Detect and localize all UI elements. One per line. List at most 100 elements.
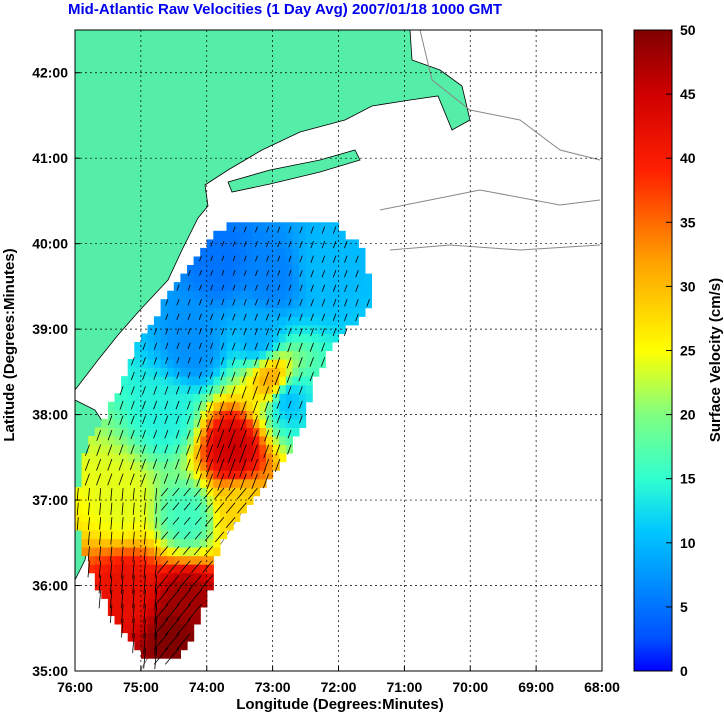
velocity-arrow xyxy=(160,487,169,497)
velocity-cell xyxy=(345,299,353,309)
velocity-arrow xyxy=(194,516,202,525)
velocity-cell xyxy=(187,538,195,548)
velocity-cell xyxy=(219,436,228,446)
velocity-arrow xyxy=(231,357,236,366)
velocity-arrow xyxy=(132,604,135,624)
velocity-cell xyxy=(88,521,96,531)
velocity-arrow xyxy=(232,226,236,233)
velocity-arrow xyxy=(196,429,202,444)
velocity-cell xyxy=(101,538,109,548)
velocity-cell xyxy=(160,521,168,531)
velocity-cell xyxy=(206,290,214,300)
velocity-cell xyxy=(272,342,280,352)
velocity-cell xyxy=(266,230,274,240)
velocity-arrow xyxy=(288,299,292,306)
velocity-cell xyxy=(246,239,254,249)
velocity-cell xyxy=(121,495,129,505)
velocity-arrow xyxy=(152,458,158,469)
velocity-cell xyxy=(206,555,214,565)
velocity-arrow xyxy=(266,226,270,233)
velocity-arrow xyxy=(197,400,202,411)
velocity-cell xyxy=(233,230,241,240)
velocity-cell xyxy=(121,410,129,420)
velocity-arrow xyxy=(176,589,191,606)
velocity-arrow xyxy=(121,604,124,624)
velocity-cell xyxy=(134,624,142,634)
velocity-cell xyxy=(200,307,208,317)
velocity-cell xyxy=(160,572,168,582)
velocity-arrow xyxy=(171,545,180,555)
velocity-cell xyxy=(226,418,234,428)
velocity-cell xyxy=(279,247,287,257)
velocity-cell xyxy=(338,230,346,240)
velocity-arrow xyxy=(119,400,124,410)
velocity-cell xyxy=(233,384,241,394)
velocity-arrow xyxy=(366,299,370,307)
velocity-cell xyxy=(154,478,162,488)
velocity-cell xyxy=(252,350,261,360)
velocity-cell xyxy=(121,436,129,446)
velocity-cell xyxy=(187,453,195,463)
velocity-arrow xyxy=(210,299,214,306)
velocity-cell xyxy=(160,461,168,471)
velocity-cell xyxy=(299,350,307,360)
velocity-cell xyxy=(121,521,129,531)
velocity-arrow xyxy=(277,255,281,262)
velocity-cell xyxy=(94,538,102,548)
velocity-cell xyxy=(114,436,122,446)
velocity-cell xyxy=(279,418,287,428)
velocity-arrow xyxy=(99,517,102,530)
velocity-arrow xyxy=(225,487,236,500)
velocity-arrow xyxy=(187,386,191,395)
velocity-cell xyxy=(200,299,208,309)
velocity-arrow xyxy=(153,618,169,636)
velocity-cell xyxy=(246,350,254,360)
velocity-cell xyxy=(167,418,175,428)
velocity-cell xyxy=(187,606,195,616)
velocity-cell xyxy=(331,299,340,309)
velocity-cell xyxy=(351,273,359,283)
velocity-cell xyxy=(279,324,287,334)
velocity-arrow xyxy=(187,284,191,291)
velocity-arrow xyxy=(121,502,124,516)
velocity-arrow xyxy=(199,270,202,276)
velocity-arrow xyxy=(228,429,236,449)
velocity-cell xyxy=(167,521,175,531)
velocity-cell xyxy=(226,256,234,266)
velocity-cell xyxy=(219,393,228,403)
velocity-cell xyxy=(246,410,254,420)
velocity-cell xyxy=(101,495,109,505)
velocity-cell xyxy=(246,487,254,497)
velocity-cell xyxy=(279,427,287,437)
land-long-island xyxy=(227,149,361,193)
velocity-cell xyxy=(173,495,181,505)
velocity-cell xyxy=(114,461,122,471)
velocity-cell xyxy=(81,470,89,480)
velocity-arrow xyxy=(286,371,292,383)
velocity-cell xyxy=(266,333,274,343)
velocity-cell xyxy=(160,564,168,574)
x-tick-label: 76:00 xyxy=(57,679,93,695)
velocity-cell xyxy=(259,247,267,257)
velocity-cell xyxy=(351,265,359,275)
velocity-cell xyxy=(325,265,333,275)
velocity-arrow xyxy=(164,415,169,424)
velocity-cell xyxy=(292,384,300,394)
velocity-cell xyxy=(206,478,214,488)
velocity-arrow xyxy=(198,371,202,379)
velocity-cell xyxy=(219,265,228,275)
velocity-arrow xyxy=(204,545,214,557)
velocity-cell xyxy=(233,273,241,283)
velocity-cell xyxy=(318,230,326,240)
velocity-cell xyxy=(226,290,234,300)
velocity-cell xyxy=(259,410,267,420)
velocity-cell xyxy=(226,367,234,377)
velocity-cell xyxy=(147,521,155,531)
velocity-arrow xyxy=(96,429,102,441)
velocity-cell xyxy=(246,444,254,454)
velocity-arrow xyxy=(321,328,326,337)
velocity-arrow xyxy=(198,386,202,395)
velocity-cell xyxy=(154,470,162,480)
velocity-cell xyxy=(246,299,254,309)
velocity-cell xyxy=(134,444,142,454)
